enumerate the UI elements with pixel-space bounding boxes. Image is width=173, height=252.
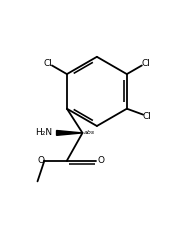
Text: O: O [98,156,105,165]
Text: Cl: Cl [44,59,53,68]
Text: Cl: Cl [143,112,152,121]
Text: O: O [37,156,44,165]
Text: abs: abs [84,130,95,135]
Text: H₂N: H₂N [35,129,52,137]
Polygon shape [57,131,83,135]
Text: Cl: Cl [141,59,150,68]
